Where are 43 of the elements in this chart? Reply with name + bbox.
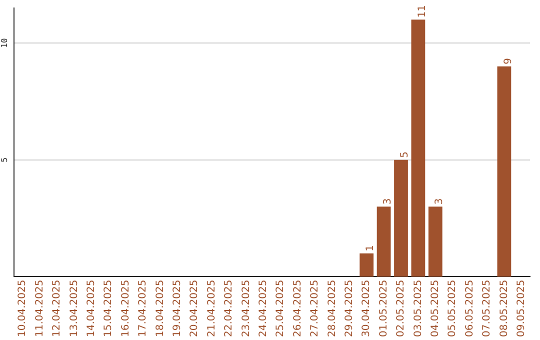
data-label: 5 <box>400 152 411 158</box>
x-tick-label: 19.04.2025 <box>172 280 183 338</box>
x-tick-label: 23.04.2025 <box>240 280 252 338</box>
x-tick-label: 01.05.2025 <box>378 280 390 338</box>
data-label: 3 <box>434 198 445 205</box>
x-tick-label: 20.04.2025 <box>189 280 200 338</box>
x-tick-label: 15.04.2025 <box>103 280 114 338</box>
x-tick-label: 24.04.2025 <box>258 280 269 338</box>
x-tick-label: 28.04.2025 <box>326 280 338 338</box>
data-label: 1 <box>365 245 376 252</box>
x-tick-label: 18.04.2025 <box>154 280 166 338</box>
x-tick-label: 22.04.2025 <box>224 280 235 338</box>
data-label: 11 <box>416 4 428 18</box>
x-tick-label: 04.05.2025 <box>430 280 441 338</box>
x-tick-label: 07.05.2025 <box>482 280 493 338</box>
x-tick-label: 06.05.2025 <box>464 280 476 338</box>
x-tick-label: 08.05.2025 <box>498 280 510 338</box>
bar <box>428 206 442 277</box>
x-tick-label: 25.04.2025 <box>275 280 286 338</box>
x-tick-label: 05.05.2025 <box>447 280 458 338</box>
x-tick-label: 29.04.2025 <box>344 280 355 338</box>
data-label: 3 <box>382 198 394 205</box>
x-tick-label: 12.04.2025 <box>52 280 63 338</box>
x-tick-label: 14.04.2025 <box>86 280 97 338</box>
x-tick-label: 26.04.2025 <box>292 280 304 338</box>
x-tick-label: 13.04.2025 <box>68 280 80 338</box>
bar <box>376 206 391 277</box>
bar <box>497 66 512 277</box>
x-tick-label: 02.05.2025 <box>396 280 407 338</box>
x-tick-label: 30.04.2025 <box>361 280 372 338</box>
x-tick-label: 27.04.2025 <box>310 280 321 338</box>
x-tick-label: 11.04.2025 <box>34 280 46 338</box>
x-tick-label: 09.05.2025 <box>516 280 527 338</box>
bar <box>411 20 426 277</box>
data-label: 9 <box>502 58 514 64</box>
bar <box>360 253 374 277</box>
x-tick-label: 10.04.2025 <box>17 280 28 338</box>
x-tick-label: 16.04.2025 <box>120 280 132 338</box>
x-tick-label: 03.05.2025 <box>412 280 424 338</box>
x-tick-label: 21.04.2025 <box>206 280 218 338</box>
x-tick-label: 17.04.2025 <box>138 280 149 338</box>
bar <box>394 160 408 277</box>
y-tick-label: 10 <box>0 38 10 48</box>
